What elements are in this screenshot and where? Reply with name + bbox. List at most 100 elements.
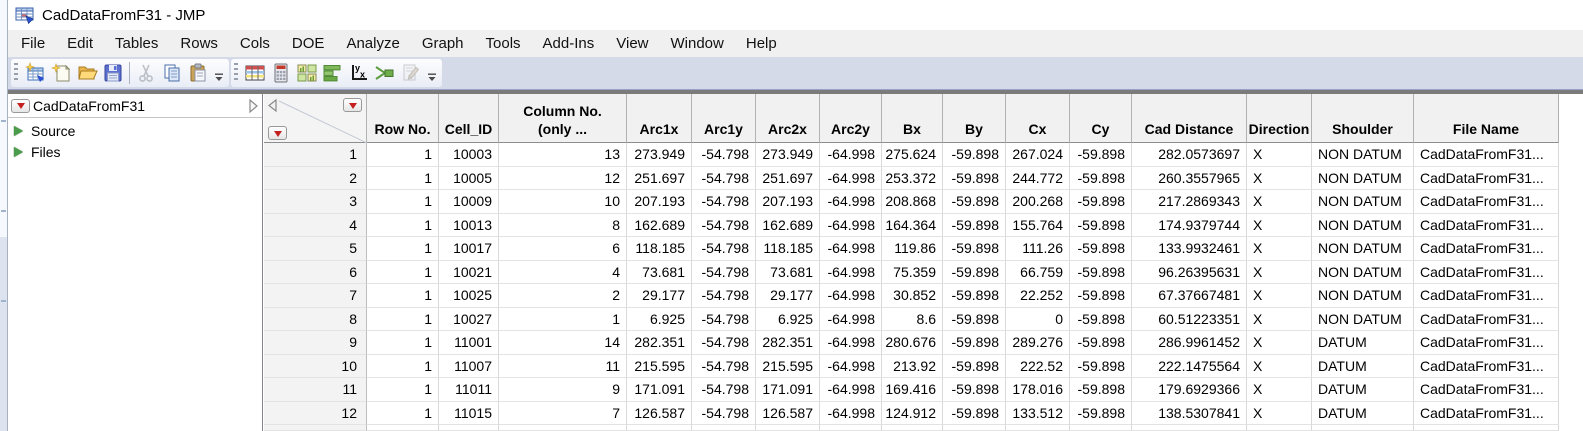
row-number-cell[interactable]: 11 (264, 378, 367, 402)
table-cell[interactable]: -64.998 (820, 166, 882, 190)
grid-corner-cell[interactable] (264, 94, 367, 143)
table-cell[interactable]: CadDataFromF31... (1414, 354, 1559, 378)
table-cell[interactable]: X (1247, 143, 1312, 167)
column-header-direction[interactable]: Direction (1247, 94, 1312, 143)
table-cell[interactable]: -64.998 (820, 354, 882, 378)
row-number-cell[interactable]: 10 (264, 354, 367, 378)
column-header-cy[interactable]: Cy (1070, 94, 1132, 143)
menu-item-window[interactable]: Window (670, 35, 724, 52)
column-header-row-no[interactable]: Row No. (367, 94, 439, 143)
row-number-cell[interactable]: 4 (264, 213, 367, 237)
green-triangle-icon[interactable] (14, 125, 23, 136)
table-cell[interactable]: 1 (367, 354, 439, 378)
table-cell[interactable]: -59.898 (1070, 378, 1132, 402)
row-number-cell[interactable] (264, 425, 367, 431)
panel-collapse-icon[interactable] (267, 98, 278, 113)
menu-item-graph[interactable]: Graph (421, 35, 464, 52)
row-number-cell[interactable]: 3 (264, 190, 367, 214)
table-cell[interactable]: NON DATUM (1312, 284, 1414, 308)
table-cell[interactable]: 111.26 (1006, 237, 1070, 261)
table-cell[interactable] (1006, 425, 1070, 431)
table-cell[interactable] (943, 425, 1006, 431)
table-cell[interactable]: 253.372 (882, 166, 943, 190)
table-cell[interactable]: -64.998 (820, 378, 882, 402)
table-cell[interactable]: 260.3557965 (1132, 166, 1247, 190)
table-cell[interactable]: X (1247, 237, 1312, 261)
menu-item-analyze[interactable]: Analyze (346, 35, 400, 52)
table-cell[interactable]: 1 (367, 331, 439, 355)
table-menu-red-triangle-icon[interactable] (11, 98, 30, 113)
pane-splitter[interactable] (8, 89, 1583, 94)
table-cell[interactable]: 1 (367, 284, 439, 308)
formula-icon[interactable] (372, 60, 398, 86)
table-cell[interactable]: -54.798 (692, 354, 756, 378)
row-number-cell[interactable]: 2 (264, 166, 367, 190)
table-cell[interactable]: 29.177 (627, 284, 692, 308)
table-cell[interactable]: CadDataFromF31... (1414, 237, 1559, 261)
table-cell[interactable]: 289.276 (1006, 331, 1070, 355)
table-cell[interactable]: -64.998 (820, 213, 882, 237)
table-cell[interactable]: 169.416 (882, 378, 943, 402)
table-cell[interactable]: -64.998 (820, 401, 882, 425)
table-cell[interactable]: 10009 (439, 190, 499, 214)
table-cell[interactable]: NON DATUM (1312, 213, 1414, 237)
table-cell[interactable]: -59.898 (1070, 354, 1132, 378)
panel-expand-icon[interactable] (247, 98, 259, 114)
column-header-by[interactable]: By (943, 94, 1006, 143)
table-cell[interactable] (1070, 425, 1132, 431)
table-cell[interactable]: -64.998 (820, 331, 882, 355)
table-cell[interactable]: 207.193 (627, 190, 692, 214)
table-cell[interactable]: -59.898 (943, 213, 1006, 237)
column-header-column-no[interactable]: Column No. (only ... (499, 94, 627, 143)
table-cell[interactable]: X (1247, 354, 1312, 378)
table-cell[interactable]: X (1247, 284, 1312, 308)
copy-icon[interactable] (159, 60, 185, 86)
table-cell[interactable]: 75.359 (882, 260, 943, 284)
table-cell[interactable]: 10005 (439, 166, 499, 190)
table-cell[interactable] (882, 425, 943, 431)
table-cell[interactable]: 67.37667481 (1132, 284, 1247, 308)
table-cell[interactable]: 11001 (439, 331, 499, 355)
table-cell[interactable]: -59.898 (943, 331, 1006, 355)
table-cell[interactable]: 66.759 (1006, 260, 1070, 284)
open-folder-icon[interactable] (74, 60, 100, 86)
new-window-icon[interactable] (48, 60, 74, 86)
table-cell[interactable]: -59.898 (1070, 307, 1132, 331)
table-cell[interactable]: CadDataFromF31... (1414, 284, 1559, 308)
table-cell[interactable]: NON DATUM (1312, 260, 1414, 284)
table-cell[interactable]: 1 (367, 143, 439, 167)
table-cell[interactable]: 10021 (439, 260, 499, 284)
menu-item-view[interactable]: View (616, 35, 649, 52)
table-cell[interactable] (1132, 425, 1247, 431)
table-cell[interactable]: -64.998 (820, 260, 882, 284)
table-cell[interactable]: X (1247, 190, 1312, 214)
table-cell[interactable]: 208.868 (882, 190, 943, 214)
table-cell[interactable]: CadDataFromF31... (1414, 260, 1559, 284)
menu-item-rows[interactable]: Rows (180, 35, 218, 52)
table-cell[interactable]: -54.798 (692, 284, 756, 308)
table-cell[interactable]: -64.998 (820, 284, 882, 308)
table-cell[interactable]: 1 (367, 213, 439, 237)
table-cell[interactable]: 138.5307841 (1132, 401, 1247, 425)
table-cell[interactable]: -59.898 (943, 143, 1006, 167)
table-cell[interactable]: 171.091 (756, 378, 820, 402)
table-cell[interactable]: 29.177 (756, 284, 820, 308)
menu-item-add-ins[interactable]: Add-Ins (542, 35, 595, 52)
fit-y-by-x-icon[interactable]: y x (346, 60, 372, 86)
table-cell[interactable]: 11011 (439, 378, 499, 402)
column-header-cx[interactable]: Cx (1006, 94, 1070, 143)
menu-item-help[interactable]: Help (745, 35, 777, 52)
table-cell[interactable]: 1 (499, 307, 627, 331)
table-cell[interactable]: -59.898 (943, 378, 1006, 402)
table-cell[interactable]: -59.898 (1070, 284, 1132, 308)
distribution-grid-icon[interactable] (294, 60, 320, 86)
table-cell[interactable]: 133.9932461 (1132, 237, 1247, 261)
table-cell[interactable]: -64.998 (820, 307, 882, 331)
table-cell[interactable]: -54.798 (692, 237, 756, 261)
table-cell[interactable]: DATUM (1312, 354, 1414, 378)
table-cell[interactable]: -54.798 (692, 166, 756, 190)
table-cell[interactable]: 73.681 (627, 260, 692, 284)
table-cell[interactable]: 6.925 (627, 307, 692, 331)
column-header-bx[interactable]: Bx (882, 94, 943, 143)
table-cell[interactable]: 10003 (439, 143, 499, 167)
